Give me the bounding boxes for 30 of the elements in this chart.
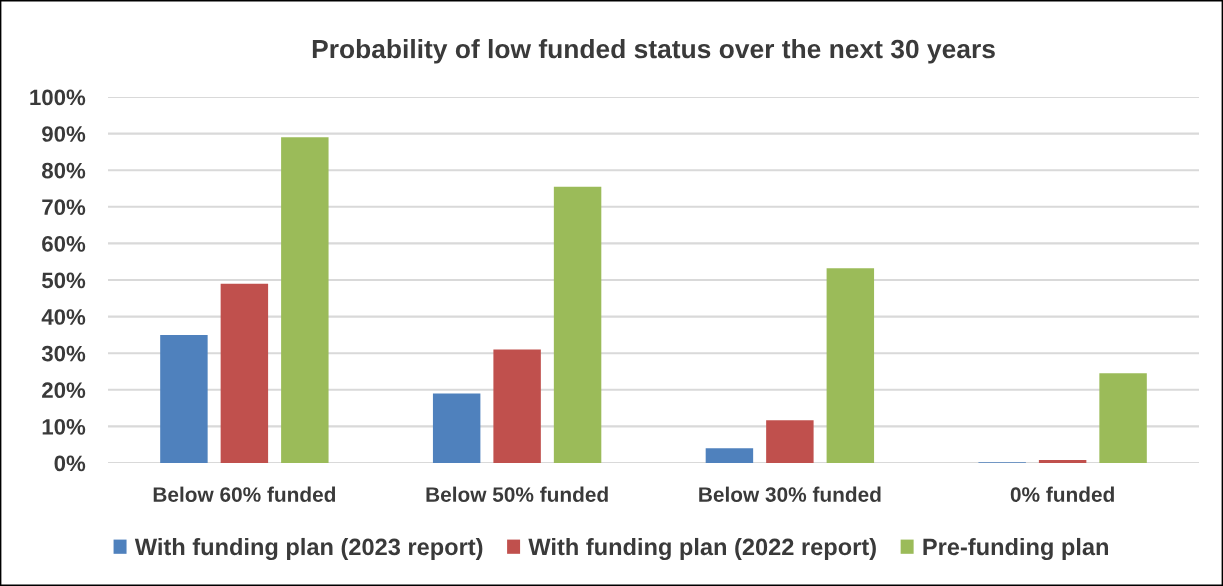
y-tick-label: 60% (42, 235, 86, 252)
y-tick-label: 100% (30, 89, 86, 106)
y-tick-label: 80% (42, 162, 86, 179)
bar (160, 334, 208, 463)
y-tick-label: 0% (54, 455, 86, 472)
y-tick-label: 20% (42, 382, 86, 399)
y-tick-label: 70% (42, 199, 86, 216)
y-tick-label: 90% (42, 126, 86, 142)
bar (1099, 373, 1147, 463)
legend-label: With funding plan (2022 report) (528, 537, 876, 561)
y-tick-label: 40% (41, 309, 86, 325)
x-tick-label: Below 60% funded (153, 486, 336, 502)
bar (1038, 460, 1087, 463)
legend-label: Pre-funding plan (923, 537, 1108, 561)
y-tick-label: 50% (41, 272, 86, 289)
x-tick-label: Below 50% funded (426, 486, 608, 502)
x-tick-label: 0% funded (1010, 486, 1114, 502)
chart-title: Probability of low funded status over the next 30 years (312, 38, 995, 64)
x-tick-label: Below 30% funded (699, 486, 881, 502)
bar (281, 137, 329, 463)
bar (432, 393, 481, 463)
legend-label: With funding plan (2023 report) (134, 537, 483, 561)
bar (766, 420, 814, 463)
bar (705, 448, 754, 463)
y-tick-label: 30% (41, 345, 86, 362)
bar (220, 283, 269, 463)
y-tick-label: 10% (42, 418, 86, 435)
bar (553, 186, 602, 463)
bar (826, 268, 875, 463)
bar (493, 349, 541, 463)
